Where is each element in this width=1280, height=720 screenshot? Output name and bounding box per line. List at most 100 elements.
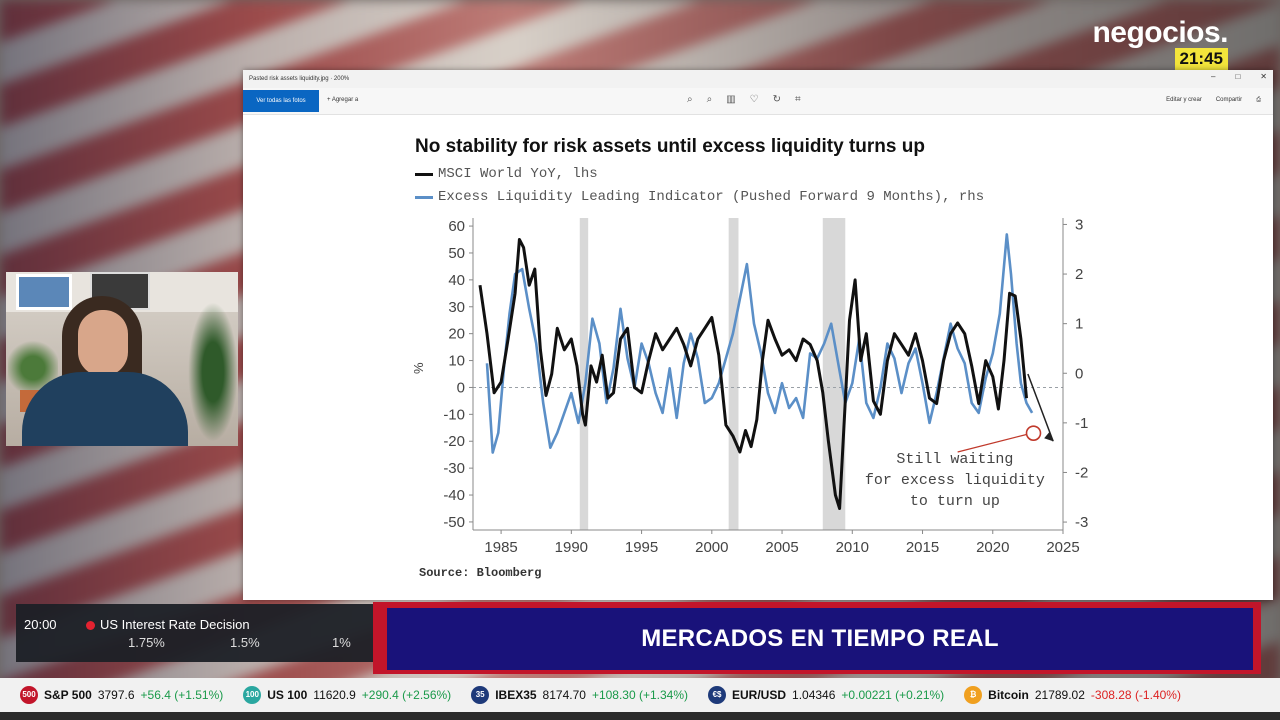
bottom-bar	[0, 712, 1280, 720]
us100-icon: 100	[243, 686, 262, 704]
x-tick-label: 1990	[555, 539, 588, 556]
msci-world-series	[478, 238, 1028, 510]
liquidity-chart: 6050403020100-10-20-30-40-503210-1-2-319…	[411, 216, 1088, 556]
viewer-toolbar: Ver todas las fotos + Agregar a ⌕ ⌕ ▥ ♡ …	[243, 88, 1273, 115]
window-controls: – □ ✕	[1211, 72, 1267, 81]
bitcoin-icon: ₿	[964, 686, 983, 704]
annotation-line	[957, 433, 1027, 453]
y-tick-label: -50	[443, 514, 465, 531]
legend-swatch-msci	[415, 172, 433, 176]
event-importance-dot	[86, 621, 95, 630]
channel-logo: negocios.	[1092, 16, 1228, 49]
y-tick-label: 10	[448, 353, 465, 370]
edit-create-button[interactable]: Editar y crear	[1166, 97, 1202, 103]
y2-tick-label: 3	[1075, 216, 1083, 233]
print-icon[interactable]: ⎙	[1256, 97, 1261, 103]
chart-source: Source: Bloomberg	[419, 566, 542, 580]
broadcast-clock: 21:45	[1174, 48, 1228, 70]
x-tick-label: 1985	[484, 539, 517, 556]
ticker-price: 8174.70	[542, 688, 586, 702]
minimize-icon[interactable]: –	[1211, 72, 1216, 81]
toolbar-icons: ⌕ ⌕ ▥ ♡ ↻ ⌗	[687, 94, 801, 105]
zoom-out-icon[interactable]: ⌕	[706, 94, 713, 105]
annotation-text: for excess liquidity	[865, 472, 1045, 489]
excess-liquidity-series	[485, 233, 1034, 454]
recession-band	[579, 218, 589, 530]
y2-tick-label: 0	[1075, 365, 1083, 382]
window-title: Pasted risk assets liquidity.jpg · 200%	[249, 76, 350, 82]
ticker-item: €$ EUR/USD 1.04346 +0.00221 (+0.21%)	[708, 686, 944, 704]
x-tick-label: 2010	[836, 539, 869, 556]
ticker-change: +108.30 (+1.34%)	[591, 688, 689, 702]
ibex35-icon: 35	[471, 686, 490, 704]
rotate-icon[interactable]: ↻	[772, 94, 782, 105]
banner-text: MERCADOS EN TIEMPO REAL	[641, 625, 999, 652]
event-time: 20:00	[24, 617, 57, 632]
ticker-change: -308.28 (-1.40%)	[1090, 688, 1181, 702]
economic-event-panel: 20:00 US Interest Rate Decision 1.75% 1.…	[16, 604, 386, 662]
ticker-name: EUR/USD	[732, 688, 787, 702]
ticker-price: 1.04346	[792, 688, 836, 702]
legend-label-msci: MSCI World YoY, lhs	[438, 166, 598, 182]
delete-icon[interactable]: ▥	[726, 94, 736, 105]
y2-tick-label: -1	[1075, 415, 1088, 432]
image-viewer-window: Pasted risk assets liquidity.jpg · 200% …	[243, 70, 1273, 600]
live-markets-banner: MERCADOS EN TIEMPO REAL	[373, 602, 1261, 674]
ticker-item: 100 US 100 11620.9 +290.4 (+2.56%)	[243, 686, 451, 704]
ticker-name: IBEX35	[495, 688, 537, 702]
market-ticker: 500 S&P 500 3797.6 +56.4 (+1.51%) 100 US…	[0, 678, 1280, 712]
x-tick-label: 2000	[695, 539, 728, 556]
sp500-icon: 500	[20, 686, 38, 704]
annotation-text: to turn up	[910, 493, 1000, 510]
see-all-photos-button[interactable]: Ver todas las fotos	[243, 90, 319, 112]
y-tick-label: -30	[443, 460, 465, 477]
x-tick-label: 2005	[765, 539, 798, 556]
x-tick-label: 2015	[906, 539, 939, 556]
presenter-webcam	[6, 272, 238, 446]
ticker-price: 21789.02	[1034, 688, 1085, 702]
y2-tick-label: -2	[1075, 464, 1088, 481]
y2-tick-label: -3	[1075, 514, 1088, 531]
ticker-price: 11620.9	[313, 688, 356, 702]
y-tick-label: -10	[443, 406, 465, 423]
ticker-change: +56.4 (+1.51%)	[140, 688, 224, 702]
annotation-text: Still waiting	[896, 451, 1013, 468]
ticker-change: +290.4 (+2.56%)	[361, 688, 452, 702]
x-tick-label: 2020	[976, 539, 1009, 556]
ticker-item: 500 S&P 500 3797.6 +56.4 (+1.51%)	[20, 686, 223, 704]
ticker-price: 3797.6	[97, 688, 135, 702]
ticker-item: ₿ Bitcoin 21789.02 -308.28 (-1.40%)	[964, 686, 1181, 704]
y-axis-label: %	[411, 362, 426, 374]
legend-label-liquidity: Excess Liquidity Leading Indicator (Push…	[438, 189, 985, 205]
trend-arrowhead	[1044, 432, 1054, 442]
share-button[interactable]: Compartir	[1215, 97, 1243, 103]
event-name: US Interest Rate Decision	[100, 617, 250, 632]
zoom-in-icon[interactable]: ⌕	[687, 94, 693, 105]
x-tick-label: 1995	[625, 539, 658, 556]
ticker-change: +0.00221 (+0.21%)	[841, 688, 945, 702]
y-tick-label: 20	[448, 326, 465, 343]
window-titlebar: Pasted risk assets liquidity.jpg · 200% …	[243, 70, 1273, 88]
recession-band	[728, 218, 739, 530]
ticker-name: S&P 500	[44, 688, 92, 702]
maximize-icon[interactable]: □	[1235, 72, 1241, 81]
x-tick-label: 2025	[1046, 539, 1079, 556]
y-tick-label: -20	[443, 433, 465, 450]
y-tick-label: 60	[448, 218, 465, 235]
y-tick-label: 0	[457, 379, 465, 396]
toolbar-right: Editar y crear Compartir ⎙	[1166, 97, 1261, 104]
y-tick-label: 30	[448, 299, 465, 316]
y-tick-label: 40	[448, 272, 465, 289]
legend-item-msci: MSCI World YoY, lhs	[415, 166, 598, 182]
close-icon[interactable]: ✕	[1260, 72, 1267, 81]
crop-icon[interactable]: ⌗	[795, 94, 801, 105]
trend-arrow	[1027, 373, 1054, 442]
annotation-circle	[1025, 425, 1042, 441]
y-tick-label: 50	[448, 245, 465, 262]
favorite-icon[interactable]: ♡	[749, 94, 759, 105]
y2-tick-label: 2	[1075, 266, 1083, 283]
ticker-item: 35 IBEX35 8174.70 +108.30 (+1.34%)	[471, 686, 688, 704]
event-previous: 1%	[332, 635, 351, 650]
ticker-name: US 100	[267, 688, 308, 702]
add-to-button[interactable]: + Agregar a	[327, 97, 359, 103]
